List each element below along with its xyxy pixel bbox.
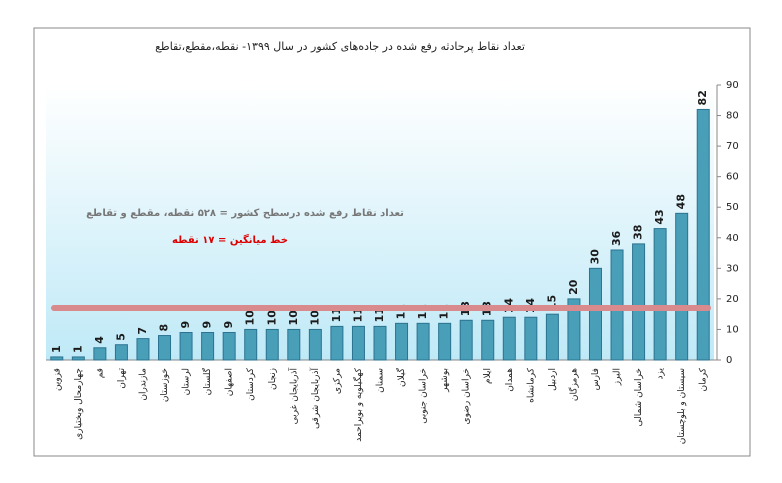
y-tick-label: 80 [726, 111, 739, 122]
bar [136, 338, 150, 361]
x-tick-label: مازندران [138, 368, 148, 401]
value-label: 10 [265, 310, 278, 326]
bar [524, 316, 538, 361]
bar [416, 322, 430, 361]
x-tick-label: البرز [613, 368, 623, 386]
annotation: خط میانگین = ۱۷ نقطه [172, 233, 288, 246]
value-label: 9 [222, 321, 235, 329]
x-tick-label: سمنان [376, 368, 386, 393]
y-tick-label: 50 [726, 202, 739, 213]
x-tick-label: قم [95, 368, 105, 378]
bar [610, 249, 624, 361]
bar [351, 325, 365, 361]
x-tick-label: خوزستان [160, 368, 170, 402]
bar [696, 108, 710, 361]
x-tick-label: خراسان رضوی [462, 368, 472, 424]
x-tick-label: کهگیلویه و بویراحمد [352, 367, 364, 441]
bar [287, 328, 301, 361]
y-tick-label: 40 [726, 233, 739, 244]
bar [179, 332, 193, 361]
x-tick-label: فارس [591, 368, 601, 390]
x-tick-label: زنجان [268, 368, 278, 390]
bar [588, 267, 602, 361]
value-label: 36 [610, 230, 623, 246]
x-tick-label: گیلان [395, 367, 407, 387]
plot-area [46, 85, 714, 360]
x-tick-label: تهران [117, 368, 127, 389]
x-tick-label: مرکزی [332, 368, 342, 394]
bar [244, 328, 258, 361]
value-label: 48 [675, 194, 688, 209]
value-label: 30 [588, 249, 601, 265]
value-label: 10 [308, 310, 321, 326]
bar [71, 356, 85, 361]
value-label: 10 [287, 310, 300, 326]
value-label: 9 [179, 321, 192, 329]
value-label: 38 [632, 225, 645, 240]
y-tick-label: 0 [726, 355, 732, 366]
y-tick-label: 30 [726, 263, 739, 274]
x-tick-label: آذربایجان شرقی [309, 368, 321, 429]
y-tick-label: 90 [726, 80, 739, 91]
x-tick-label: خراسان جنوبی [419, 368, 429, 424]
value-label: 4 [93, 336, 106, 344]
annotation: تعداد نقاط رفع شده درسطح کشور = ۵۲۸ نقطه… [86, 208, 404, 219]
x-tick-label: ایلام [483, 368, 493, 384]
x-tick-label: سیستان و بلوچستان [677, 368, 687, 444]
bar [675, 212, 689, 361]
bar [114, 344, 128, 361]
x-tick-label: آذربایجان غربی [287, 368, 299, 425]
x-tick-label: خراسان شمالی [634, 368, 644, 427]
x-tick-label: لرستان [182, 368, 192, 395]
x-tick-label: اصفهان [225, 368, 235, 396]
y-tick-label: 10 [726, 324, 739, 335]
value-label: 1 [50, 345, 63, 353]
value-label: 8 [158, 324, 171, 332]
bar [308, 328, 322, 361]
x-tick-label: هرمزگان [567, 368, 579, 401]
value-label: 1 [71, 345, 84, 353]
y-tick-label: 70 [726, 141, 739, 152]
bar [222, 332, 236, 361]
x-tick-label: همدان [505, 368, 515, 392]
value-label: 7 [136, 327, 149, 335]
y-tick-label: 20 [726, 294, 739, 305]
bar [93, 347, 107, 361]
value-label: 82 [696, 90, 709, 105]
value-label: 10 [244, 310, 257, 326]
bar [632, 243, 646, 361]
bar [481, 319, 495, 361]
x-tick-label: چهارمحال وبختیاری [74, 368, 84, 440]
value-label: 43 [653, 209, 666, 224]
y-tick-label: 60 [726, 172, 739, 183]
x-tick-label: یزد [656, 368, 666, 380]
bar [653, 228, 667, 361]
bar [265, 328, 279, 361]
x-tick-label: کردستان [246, 367, 256, 401]
bar [50, 356, 64, 361]
bar [567, 298, 581, 361]
bar [395, 322, 409, 361]
value-label: 5 [114, 333, 127, 341]
bar [158, 335, 172, 361]
x-tick-label: اردبیل [548, 368, 558, 391]
value-label: 20 [567, 279, 580, 295]
chart-title: تعداد نقاط پرحادثه رفع شده در جاده‌های ک… [155, 40, 525, 53]
x-tick-label: قزوین [52, 368, 62, 391]
x-tick-label: کرمانشاه [526, 367, 536, 403]
x-tick-label: بوشهر [440, 368, 450, 393]
bar [545, 313, 559, 361]
bar [330, 325, 344, 361]
bar [459, 319, 473, 361]
x-tick-label: گلستان [201, 367, 213, 395]
value-label: 9 [201, 321, 214, 329]
bar [502, 316, 516, 361]
x-tick-label: کرمان [699, 367, 709, 391]
bar [201, 332, 215, 361]
bar [438, 322, 452, 361]
bar [373, 325, 387, 361]
